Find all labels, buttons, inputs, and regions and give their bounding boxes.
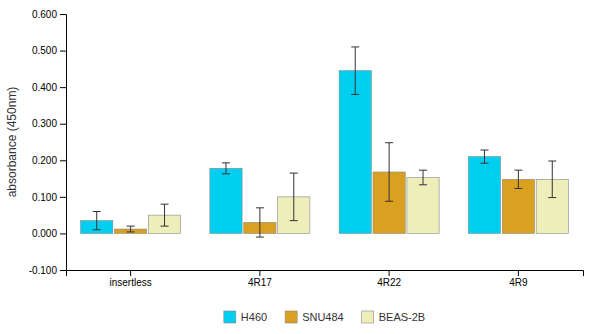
error-bar [514, 170, 522, 188]
x-tick-label: insertless [110, 277, 152, 288]
x-tick-label: 4R22 [377, 277, 401, 288]
x-axis: insertless 4R17 4R22 4R9 [67, 270, 584, 288]
y-tick: 0.200 [32, 155, 66, 166]
axis-line [67, 271, 584, 277]
y-tick-mark [60, 14, 66, 15]
error-bar [480, 150, 488, 163]
legend-item: SNU484 [285, 311, 344, 323]
y-axis-title: absorbance (450nm) [5, 87, 19, 198]
y-tick: 0.400 [32, 82, 66, 93]
y-tick-label: 0.600 [32, 9, 57, 20]
y-tick-mark [60, 51, 66, 52]
axis-line [60, 15, 67, 271]
bar-series [81, 47, 501, 234]
legend-swatch [224, 311, 236, 323]
y-tick-label: 0.100 [32, 192, 57, 203]
legend-label: SNU484 [302, 311, 344, 323]
bar-series [115, 143, 535, 237]
y-axis: -0.100 0.000 0.100 0.200 0.300 0.400 0.500 0.60… [29, 9, 67, 276]
error-bar [222, 163, 230, 174]
x-tick-mark [130, 270, 131, 276]
x-tick-mark [389, 270, 390, 276]
y-tick-label: 0.000 [32, 228, 57, 239]
y-tick: 0.600 [32, 9, 66, 20]
error-bar [256, 208, 264, 237]
chart: -0.100 0.000 0.100 0.200 0.300 0.400 0.500 0.60… [0, 0, 599, 334]
y-tick-mark [60, 233, 66, 234]
y-tick-mark [60, 197, 66, 198]
y-tick-mark [60, 124, 66, 125]
bar [468, 157, 500, 234]
x-tick: insertless [110, 270, 152, 288]
y-tick-label: 0.400 [32, 82, 57, 93]
y-tick-mark [60, 270, 66, 271]
x-tick: 4R9 [509, 270, 528, 288]
legend-swatch [362, 311, 374, 323]
error-bars [127, 143, 523, 237]
y-tick-mark [60, 87, 66, 88]
error-bar [93, 211, 101, 229]
error-bars [161, 161, 557, 226]
y-tick: 0.300 [32, 118, 66, 129]
legend-item: BEAS-2B [362, 311, 425, 323]
plot-area: -0.100 0.000 0.100 0.200 0.300 0.400 0.500 0.60… [5, 9, 584, 288]
x-tick-label: 4R17 [248, 277, 272, 288]
x-tick-mark [259, 270, 260, 276]
y-tick-label: 0.300 [32, 118, 57, 129]
y-tick: 0.500 [32, 45, 66, 56]
y-tick: 0.000 [32, 228, 66, 239]
legend-label: BEAS-2B [379, 311, 425, 323]
bar [407, 177, 439, 233]
marks [81, 47, 569, 237]
error-bar [161, 204, 169, 226]
bar [339, 71, 371, 234]
y-tick-label: 0.500 [32, 45, 57, 56]
y-tick-label: -0.100 [29, 265, 58, 276]
legend-swatch [285, 311, 297, 323]
error-bar [548, 161, 556, 198]
bar-series [148, 161, 568, 233]
x-tick: 4R22 [377, 270, 401, 288]
error-bar [385, 143, 393, 202]
legend-item: H460 [224, 311, 267, 323]
x-tick-label: 4R9 [509, 277, 528, 288]
x-tick: 4R17 [248, 270, 272, 288]
error-bar [127, 226, 135, 232]
y-tick-label: 0.200 [32, 155, 57, 166]
y-tick-mark [60, 160, 66, 161]
y-tick: -0.100 [29, 265, 66, 276]
y-tick: 0.100 [32, 192, 66, 203]
error-bar [290, 173, 298, 221]
legend: H460 SNU484 BEAS-2B [224, 311, 425, 323]
x-tick-mark [518, 270, 519, 276]
error-bar [419, 170, 427, 185]
bar [210, 168, 242, 233]
error-bar [351, 47, 359, 95]
legend-label: H460 [241, 311, 267, 323]
